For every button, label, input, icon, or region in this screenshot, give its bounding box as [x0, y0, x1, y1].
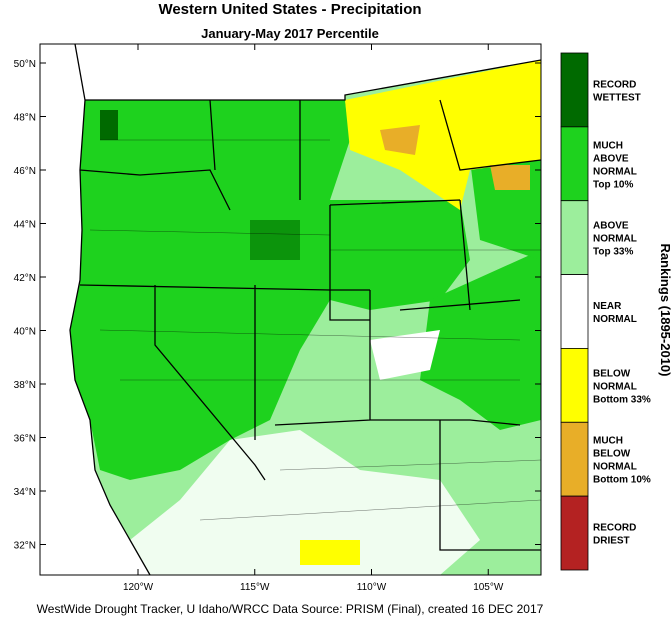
legend-label: NORMAL	[593, 234, 637, 245]
legend-label: DRIEST	[593, 536, 630, 547]
legend-swatch	[560, 421, 589, 497]
legend-swatch	[560, 126, 589, 202]
lat-label: 32°N	[14, 541, 36, 552]
legend-label: NORMAL	[593, 462, 637, 473]
legend-label: Top 10%	[593, 179, 633, 190]
legend-label: Bottom 10%	[593, 475, 651, 486]
legend-label: WETTEST	[593, 92, 641, 103]
lat-label: 48°N	[14, 113, 36, 124]
legend-label: RECORD	[593, 79, 636, 90]
legend-label: ABOVE	[593, 221, 629, 232]
lat-label: 50°N	[14, 59, 36, 70]
legend-label: NORMAL	[593, 381, 637, 392]
title: Western United States - Precipitation	[158, 1, 421, 18]
lon-label: 115°W	[240, 582, 270, 593]
lon-label: 120°W	[123, 582, 154, 593]
legend-title: Rankings (1895-2010)	[658, 244, 671, 377]
legend-label: Bottom 33%	[593, 394, 651, 405]
legend-label: BELOW	[593, 368, 631, 379]
legend-swatch	[560, 200, 589, 275]
legend-swatch	[560, 52, 589, 128]
legend-swatch	[560, 495, 589, 571]
footer: WestWide Drought Tracker, U Idaho/WRCC D…	[37, 602, 544, 616]
legend-label: Top 33%	[593, 247, 633, 258]
legend-label: MUCH	[593, 140, 623, 151]
legend-label: BELOW	[593, 449, 631, 460]
lat-label: 38°N	[14, 380, 36, 391]
map-frame	[39, 43, 542, 576]
lat-label: 42°N	[14, 273, 36, 284]
lat-label: 40°N	[14, 327, 36, 338]
legend-label: RECORD	[593, 523, 636, 534]
lat-label: 36°N	[14, 434, 36, 445]
legend-label: MUCH	[593, 436, 623, 447]
lon-label: 110°W	[357, 582, 387, 593]
lat-label: 34°N	[14, 487, 36, 498]
lon-label: 105°W	[473, 582, 504, 593]
legend-swatch	[560, 348, 589, 423]
legend-label: NORMAL	[593, 314, 637, 325]
legend-label: ABOVE	[593, 153, 629, 164]
subtitle: January-May 2017 Percentile	[201, 26, 379, 41]
lat-label: 46°N	[14, 166, 36, 177]
map	[40, 44, 541, 575]
legend-label: NEAR	[593, 301, 622, 312]
legend-swatch	[560, 274, 589, 349]
lat-label: 44°N	[14, 220, 36, 231]
legend-label: NORMAL	[593, 166, 637, 177]
